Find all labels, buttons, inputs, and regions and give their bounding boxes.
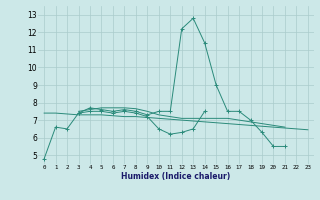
X-axis label: Humidex (Indice chaleur): Humidex (Indice chaleur) [121, 172, 231, 181]
